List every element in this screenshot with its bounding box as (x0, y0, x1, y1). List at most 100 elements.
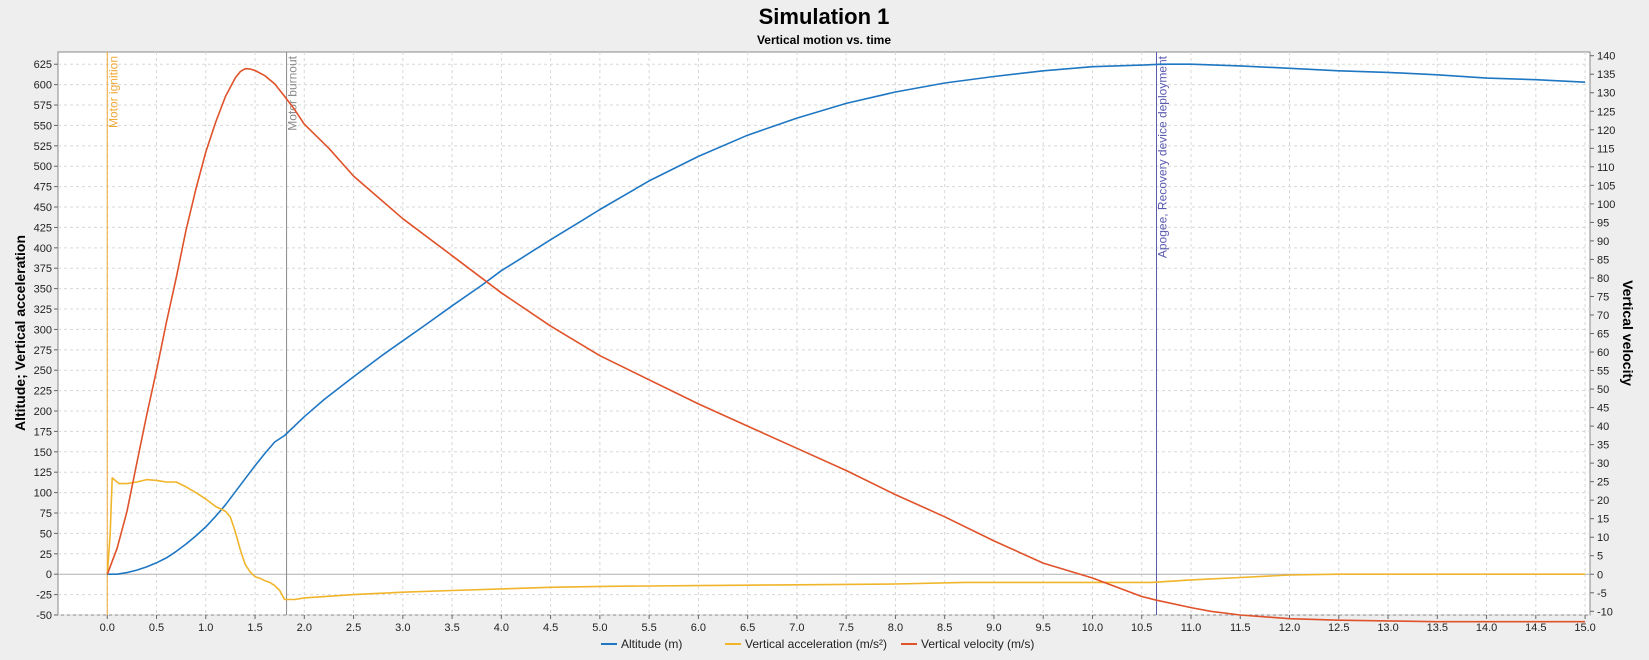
x-tick-label: 14.0 (1476, 622, 1497, 634)
y-right-tick-label: 85 (1597, 254, 1609, 266)
x-tick-label: 1.0 (198, 622, 213, 634)
x-tick-label: 5.5 (641, 622, 656, 634)
y-left-tick-label: 550 (34, 120, 52, 132)
y-right-tick-label: -5 (1597, 588, 1607, 600)
y-left-tick-label: 325 (34, 304, 52, 316)
y-left-tick-label: 425 (34, 222, 52, 234)
y-left-tick-label: 400 (34, 243, 52, 255)
y-right-tick-label: 75 (1597, 291, 1609, 303)
event-label: Motor ignition (106, 56, 120, 128)
x-tick-label: 12.0 (1279, 622, 1300, 634)
x-tick-label: 9.5 (1036, 622, 1051, 634)
x-tick-label: 15.0 (1574, 622, 1595, 634)
y-left-tick-label: 50 (40, 528, 52, 540)
x-tick-label: 4.0 (494, 622, 509, 634)
y-left-tick-label: 350 (34, 284, 52, 296)
y-left-tick-label: 200 (34, 406, 52, 418)
x-tick-label: 2.5 (346, 622, 361, 634)
y-right-tick-label: 40 (1597, 421, 1609, 433)
series-line (106, 477, 1586, 601)
legend-label: Vertical velocity (m/s) (921, 637, 1034, 651)
x-tick-label: 10.0 (1082, 622, 1103, 634)
x-tick-label: 5.0 (592, 622, 607, 634)
y-right-tick-label: 25 (1597, 477, 1609, 489)
y-right-tick-label: 30 (1597, 458, 1609, 470)
legend-label: Altitude (m) (621, 637, 682, 651)
event-label: Motor burnout (286, 55, 300, 130)
y-left-tick-label: 75 (40, 508, 52, 520)
series-lines (106, 63, 1586, 623)
y-left-tick-label: 25 (40, 549, 52, 561)
y-right-tick-label: 95 (1597, 217, 1609, 229)
y-axis-left-label: Altitude; Vertical acceleration (12, 235, 28, 431)
chart-title: Simulation 1 (759, 4, 890, 29)
x-tick-label: 8.0 (888, 622, 903, 634)
x-tick-label: 0.0 (100, 622, 115, 634)
y-left-tick-label: 500 (34, 161, 52, 173)
y-right-tick-label: 55 (1597, 366, 1609, 378)
y-left-tick-label: 525 (34, 141, 52, 153)
x-tick-label: 0.5 (149, 622, 164, 634)
x-tick-label: 6.5 (740, 622, 755, 634)
y-right-tick-label: 125 (1597, 106, 1615, 118)
y-right-tick-label: 5 (1597, 551, 1603, 563)
x-tick-label: 2.0 (297, 622, 312, 634)
y-right-tick-label: 80 (1597, 273, 1609, 285)
x-tick-label: 11.0 (1181, 622, 1202, 634)
x-tick-label: 12.5 (1328, 622, 1349, 634)
x-tick-label: 7.5 (839, 622, 854, 634)
x-tick-label: 6.0 (691, 622, 706, 634)
x-tick-label: 9.0 (986, 622, 1001, 634)
y-right-tick-label: 120 (1597, 125, 1615, 137)
plot-area (57, 51, 1591, 616)
y-right-tick-label: 10 (1597, 532, 1609, 544)
x-tick-label: 3.5 (444, 622, 459, 634)
y-right-tick-label: 15 (1597, 514, 1609, 526)
y-left-tick-label: 225 (34, 386, 52, 398)
y-right-tick-label: 110 (1597, 162, 1615, 174)
y-left-tick-label: 175 (34, 426, 52, 438)
y-axis-right-label: Vertical velocity (1620, 280, 1636, 386)
y-left-tick-label: 475 (34, 182, 52, 194)
x-tick-label: 13.5 (1427, 622, 1448, 634)
y-left-tick-label: 575 (34, 100, 52, 112)
y-left-tick-label: -50 (36, 610, 52, 622)
y-left-tick-label: 300 (34, 324, 52, 336)
x-tick-label: 1.5 (247, 622, 262, 634)
y-right-tick-label: 105 (1597, 180, 1615, 192)
y-right-tick-label: 100 (1597, 199, 1615, 211)
y-right-tick-label: 140 (1597, 51, 1615, 63)
x-tick-label: 11.5 (1230, 622, 1251, 634)
x-tick-label: 10.5 (1131, 622, 1152, 634)
y-right-tick-label: 0 (1597, 569, 1603, 581)
y-right-tick-label: 90 (1597, 236, 1609, 248)
x-tick-label: 8.5 (937, 622, 952, 634)
y-left-tick-label: 150 (34, 447, 52, 459)
y-right-tick-label: 65 (1597, 329, 1609, 341)
y-right-tick-label: -10 (1597, 606, 1613, 618)
y-right-tick-label: 115 (1597, 143, 1615, 155)
series-line (107, 63, 1586, 576)
y-left-tick-label: 600 (34, 80, 52, 92)
y-right-tick-label: 60 (1597, 347, 1609, 359)
y-left-tick-label: 625 (34, 59, 52, 71)
chart-subtitle: Vertical motion vs. time (757, 33, 891, 47)
x-tick-label: 3.0 (395, 622, 410, 634)
y-left-tick-label: 250 (34, 365, 52, 377)
x-tick-label: 7.0 (789, 622, 804, 634)
x-tick-label: 4.5 (543, 622, 558, 634)
series-line (106, 67, 1586, 623)
y-right-tick-label: 20 (1597, 495, 1609, 507)
y-left-tick-label: 100 (34, 488, 52, 500)
event-label: Apogee, Recovery device deployment (1156, 55, 1170, 258)
y-left-tick-label: 0 (46, 569, 52, 581)
y-right-tick-label: 45 (1597, 403, 1609, 415)
y-right-tick-label: 35 (1597, 440, 1609, 452)
y-left-tick-label: 450 (34, 202, 52, 214)
y-left-tick-label: 375 (34, 263, 52, 275)
y-left-tick-label: 125 (34, 467, 52, 479)
y-left-tick-label: 275 (34, 345, 52, 357)
axes: 0.0 0.5 1.0 1.5 2.0 2.5 3.0 3.5 4.0 4.5 5.0 5.5 6.0 6… (34, 51, 1616, 634)
